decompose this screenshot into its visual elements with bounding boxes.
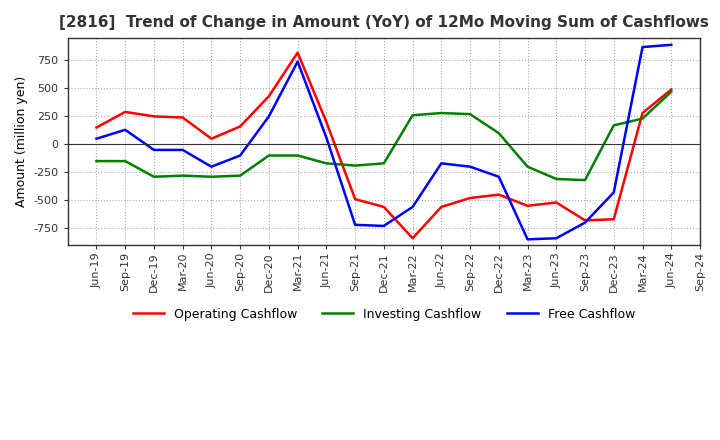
Investing Cashflow: [121, 158, 130, 164]
Free Cashflow: [552, 235, 561, 241]
Investing Cashflow: [322, 161, 330, 166]
Investing Cashflow: [92, 158, 101, 164]
Investing Cashflow: [207, 174, 216, 180]
Operating Cashflow: [466, 195, 474, 201]
Free Cashflow: [379, 224, 388, 229]
Investing Cashflow: [466, 111, 474, 117]
Investing Cashflow: [150, 174, 158, 180]
Free Cashflow: [638, 44, 647, 50]
Investing Cashflow: [351, 163, 359, 168]
Free Cashflow: [408, 204, 417, 209]
Investing Cashflow: [609, 123, 618, 128]
Operating Cashflow: [236, 124, 245, 129]
Operating Cashflow: [351, 197, 359, 202]
Legend: Operating Cashflow, Investing Cashflow, Free Cashflow: Operating Cashflow, Investing Cashflow, …: [127, 303, 640, 326]
Free Cashflow: [609, 190, 618, 195]
Free Cashflow: [264, 114, 273, 119]
Operating Cashflow: [207, 136, 216, 141]
Operating Cashflow: [408, 235, 417, 241]
Free Cashflow: [293, 59, 302, 64]
Free Cashflow: [179, 147, 187, 153]
Operating Cashflow: [92, 125, 101, 130]
Investing Cashflow: [408, 113, 417, 118]
Investing Cashflow: [379, 161, 388, 166]
Operating Cashflow: [179, 115, 187, 120]
Investing Cashflow: [437, 110, 446, 116]
Operating Cashflow: [638, 110, 647, 116]
Free Cashflow: [207, 164, 216, 169]
Operating Cashflow: [437, 204, 446, 209]
Operating Cashflow: [667, 87, 675, 92]
Operating Cashflow: [293, 50, 302, 55]
Operating Cashflow: [379, 204, 388, 209]
Free Cashflow: [523, 237, 532, 242]
Investing Cashflow: [638, 116, 647, 121]
Operating Cashflow: [581, 218, 590, 223]
Operating Cashflow: [322, 119, 330, 125]
Line: Investing Cashflow: Investing Cashflow: [96, 92, 671, 180]
Free Cashflow: [581, 220, 590, 225]
Investing Cashflow: [667, 89, 675, 95]
Operating Cashflow: [552, 200, 561, 205]
Free Cashflow: [437, 161, 446, 166]
Investing Cashflow: [293, 153, 302, 158]
Free Cashflow: [495, 174, 503, 180]
Operating Cashflow: [150, 114, 158, 119]
Line: Operating Cashflow: Operating Cashflow: [96, 53, 671, 238]
Operating Cashflow: [523, 203, 532, 209]
Y-axis label: Amount (million yen): Amount (million yen): [15, 76, 28, 207]
Title: [2816]  Trend of Change in Amount (YoY) of 12Mo Moving Sum of Cashflows: [2816] Trend of Change in Amount (YoY) o…: [59, 15, 708, 30]
Free Cashflow: [121, 127, 130, 132]
Operating Cashflow: [264, 94, 273, 99]
Investing Cashflow: [495, 131, 503, 136]
Operating Cashflow: [609, 216, 618, 222]
Investing Cashflow: [523, 164, 532, 169]
Free Cashflow: [236, 153, 245, 158]
Free Cashflow: [322, 135, 330, 140]
Free Cashflow: [667, 42, 675, 48]
Investing Cashflow: [236, 173, 245, 178]
Investing Cashflow: [264, 153, 273, 158]
Investing Cashflow: [552, 176, 561, 182]
Free Cashflow: [351, 222, 359, 227]
Free Cashflow: [150, 147, 158, 153]
Free Cashflow: [92, 136, 101, 141]
Investing Cashflow: [179, 173, 187, 178]
Investing Cashflow: [581, 177, 590, 183]
Free Cashflow: [466, 164, 474, 169]
Operating Cashflow: [121, 109, 130, 114]
Line: Free Cashflow: Free Cashflow: [96, 45, 671, 239]
Operating Cashflow: [495, 192, 503, 197]
